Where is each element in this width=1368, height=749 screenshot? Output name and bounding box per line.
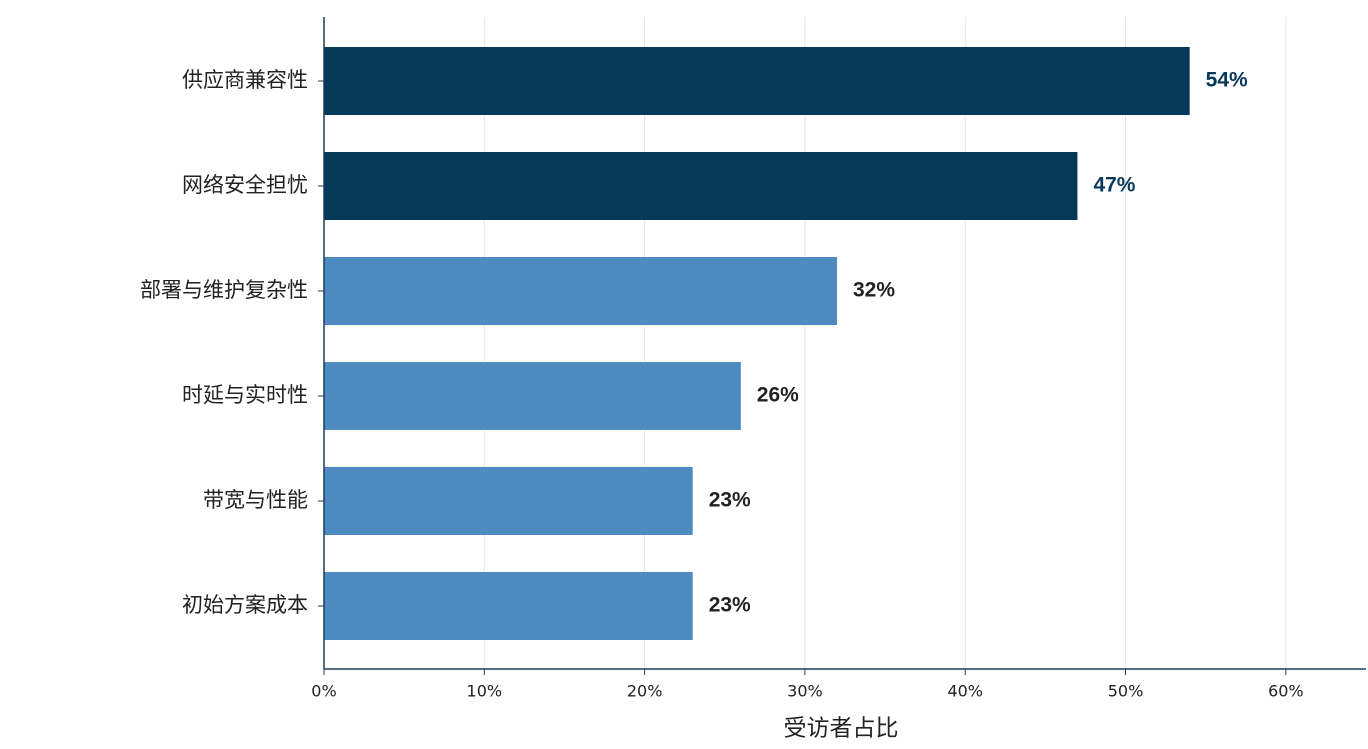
value-label: 26%: [757, 384, 799, 407]
y-tick-label: 初始方案成本: [182, 593, 308, 617]
value-label: 32%: [853, 279, 895, 302]
bar: [324, 152, 1078, 220]
value-label: 23%: [709, 594, 751, 617]
x-tick-label: 50%: [1108, 682, 1144, 701]
value-label: 47%: [1093, 174, 1135, 197]
x-tick-label: 20%: [627, 682, 663, 701]
bar: [324, 572, 693, 640]
x-tick-label: 10%: [467, 682, 503, 701]
x-tick-label: 30%: [787, 682, 823, 701]
x-tick-label: 60%: [1268, 682, 1304, 701]
bar: [324, 362, 741, 430]
y-tick-label: 部署与维护复杂性: [140, 278, 308, 302]
y-tick-label: 供应商兼容性: [182, 68, 308, 92]
x-tick-label: 40%: [947, 682, 983, 701]
value-label: 23%: [709, 489, 751, 512]
x-tick-label: 0%: [311, 682, 336, 701]
y-tick-label: 时延与实时性: [182, 383, 308, 407]
y-tick-label: 带宽与性能: [203, 488, 308, 512]
bar: [324, 257, 837, 325]
value-label: 54%: [1206, 69, 1248, 92]
x-axis-label: 受访者占比: [784, 716, 899, 742]
bar: [324, 467, 693, 535]
y-tick-label: 网络安全担忧: [182, 173, 308, 197]
bar: [324, 47, 1190, 115]
